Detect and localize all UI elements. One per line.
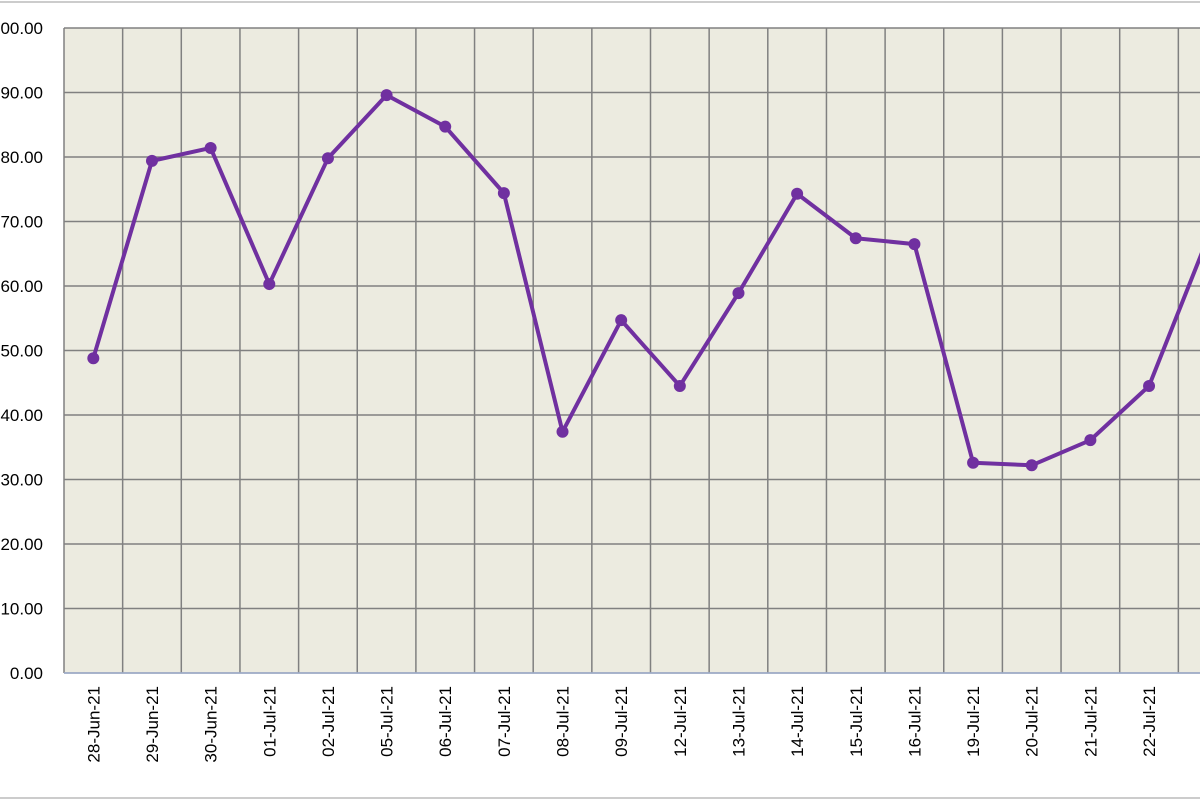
data-point <box>1143 379 1156 392</box>
y-tick-label: 30.00 <box>0 471 43 490</box>
y-tick-label: 60.00 <box>0 277 43 296</box>
data-point <box>791 187 804 200</box>
data-point <box>87 352 100 365</box>
x-tick-label: 29-Jun-21 <box>143 686 162 763</box>
series-line <box>91 93 1200 468</box>
x-tick-label: 22-Jul-21 <box>1140 686 1159 757</box>
x-tick-label: 09-Jul-21 <box>612 686 631 757</box>
x-tick-label: 30-Jun-21 <box>202 686 221 763</box>
y-tick-label: 80.00 <box>0 148 43 167</box>
y-tick-label: 0.00 <box>10 664 43 683</box>
data-point <box>204 141 217 154</box>
data-point <box>321 152 334 165</box>
y-tick-label: 40.00 <box>0 406 43 425</box>
y-tick-label: 50.00 <box>0 342 43 361</box>
data-point <box>967 456 980 469</box>
x-tick-label: 05-Jul-21 <box>378 686 397 757</box>
x-tick-label: 01-Jul-21 <box>260 686 279 757</box>
y-tick-label: 20.00 <box>0 535 43 554</box>
x-tick-label: 14-Jul-21 <box>788 686 807 757</box>
data-point <box>497 187 510 200</box>
x-tick-label: 12-Jul-21 <box>671 686 690 757</box>
x-tick-label: 02-Jul-21 <box>319 686 338 757</box>
data-point <box>380 89 393 102</box>
data-point <box>849 232 862 245</box>
x-tick-label: 13-Jul-21 <box>729 686 748 757</box>
data-point <box>673 379 686 392</box>
x-tick-label: 16-Jul-21 <box>905 686 924 757</box>
data-point <box>1084 434 1097 447</box>
data-point <box>556 425 569 438</box>
data-point <box>439 120 452 133</box>
data-point <box>615 314 628 327</box>
y-tick-label: 100.00 <box>0 19 43 38</box>
data-point <box>1025 459 1038 472</box>
x-tick-label: 20-Jul-21 <box>1023 686 1042 757</box>
x-tick-label: 15-Jul-21 <box>847 686 866 757</box>
x-tick-label: 06-Jul-21 <box>436 686 455 757</box>
x-tick-label: 21-Jul-21 <box>1081 686 1100 757</box>
data-point <box>145 154 158 167</box>
x-tick-label: 07-Jul-21 <box>495 686 514 757</box>
x-tick-label: 19-Jul-21 <box>964 686 983 757</box>
data-point <box>732 287 745 300</box>
data-point <box>908 238 921 251</box>
y-tick-label: 10.00 <box>0 600 43 619</box>
data-point <box>263 278 276 291</box>
x-tick-label: 28-Jun-21 <box>84 686 103 763</box>
y-tick-label: 70.00 <box>0 213 43 232</box>
x-tick-label: 08-Jul-21 <box>554 686 573 757</box>
y-tick-label: 90.00 <box>0 84 43 103</box>
